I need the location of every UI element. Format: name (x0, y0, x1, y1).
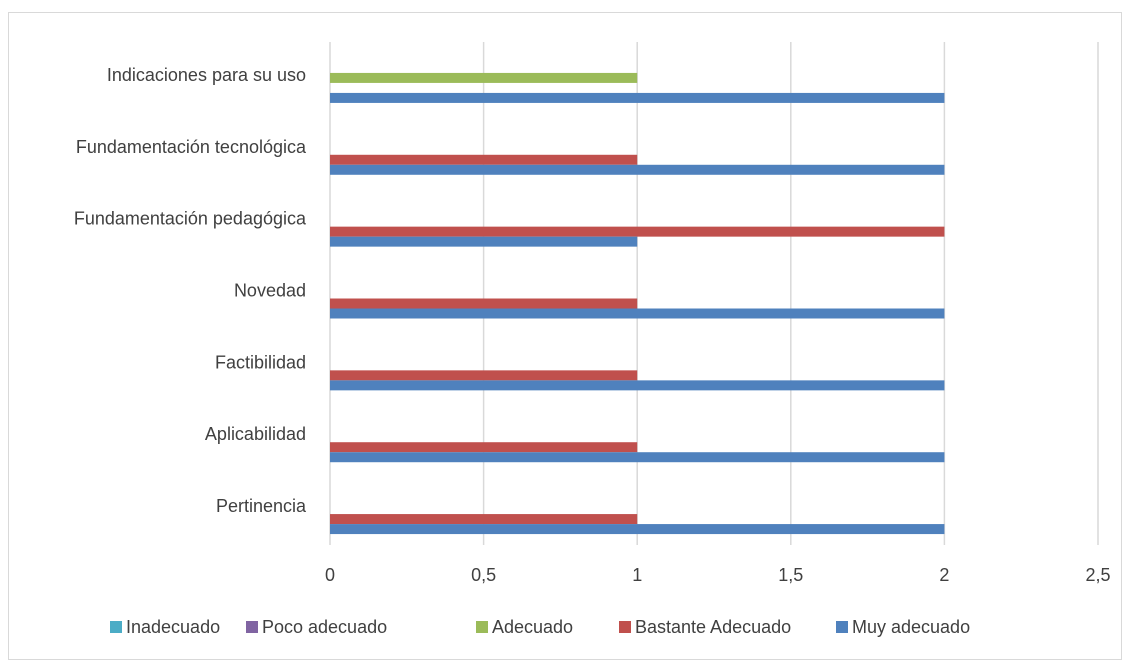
legend-swatch (476, 621, 488, 633)
category-label: Aplicabilidad (205, 424, 306, 444)
legend-swatch (110, 621, 122, 633)
bar (330, 92, 945, 103)
bar (330, 72, 638, 83)
bars (330, 72, 945, 535)
chart-frame (8, 12, 1122, 660)
x-tick-label: 2,5 (1085, 565, 1110, 585)
legend-label: Poco adecuado (262, 617, 387, 637)
x-tick-label: 0 (325, 565, 335, 585)
bar (330, 164, 945, 175)
legend-swatch (619, 621, 631, 633)
bar (330, 226, 945, 237)
legend-item: Bastante Adecuado (619, 617, 791, 637)
bar (330, 236, 638, 247)
legend-swatch (246, 621, 258, 633)
legend-item: Inadecuado (110, 617, 220, 637)
category-label: Fundamentación tecnológica (76, 137, 307, 157)
bar (330, 524, 945, 535)
bar (330, 380, 945, 391)
x-tick-label: 0,5 (471, 565, 496, 585)
category-labels: Pertinencia Aplicabilidad Factibilidad Nove… (74, 65, 307, 516)
bar (330, 370, 638, 381)
x-tick-label: 2 (939, 565, 949, 585)
legend: Inadecuado Poco adecuado Adecuado Bastante … (110, 617, 970, 637)
legend-label: Adecuado (492, 617, 573, 637)
category-label: Indicaciones para su uso (107, 65, 306, 85)
x-axis-tick-labels: 0 0,5 1 1,5 2 2,5 (325, 565, 1111, 585)
legend-item: Muy adecuado (836, 617, 970, 637)
category-label: Factibilidad (215, 352, 306, 372)
bar (330, 442, 638, 453)
legend-item: Adecuado (476, 617, 573, 637)
legend-label: Inadecuado (126, 617, 220, 637)
category-label: Pertinencia (216, 496, 307, 516)
x-tick-label: 1,5 (778, 565, 803, 585)
bar (330, 154, 638, 165)
bar (330, 298, 638, 309)
category-label: Novedad (234, 281, 306, 301)
x-tick-label: 1 (632, 565, 642, 585)
bar (330, 452, 945, 463)
legend-item: Poco adecuado (246, 617, 387, 637)
category-label: Fundamentación pedagógica (74, 209, 307, 229)
legend-label: Muy adecuado (852, 617, 970, 637)
bar (330, 308, 945, 319)
gridlines (329, 42, 1099, 545)
legend-label: Bastante Adecuado (635, 617, 791, 637)
legend-swatch (836, 621, 848, 633)
bar (330, 514, 638, 525)
